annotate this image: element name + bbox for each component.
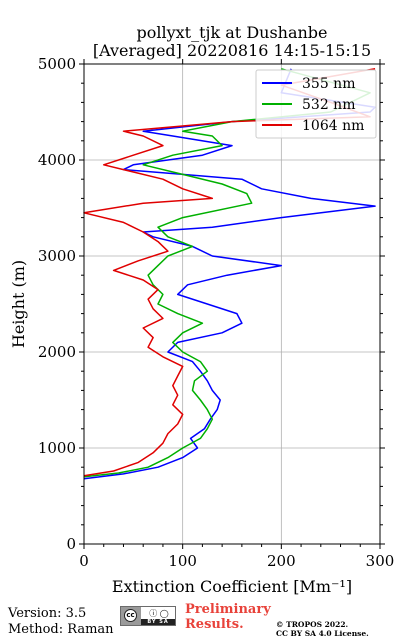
chart: pollyxt_tjk at Dushanbe [Averaged] 20220… <box>9 23 395 596</box>
legend-label-1064: 1064 nm <box>302 118 364 134</box>
y-tick-label: 1000 <box>38 439 76 457</box>
copyright-notice: © TROPOS 2022. CC BY SA 4.0 License. <box>276 620 396 638</box>
legend-box <box>255 69 377 139</box>
y-tick-label: 4000 <box>38 151 76 169</box>
legend-label-355: 355 nm <box>302 76 355 92</box>
y-tick-label: 5000 <box>38 55 76 73</box>
x-tick-label: 300 <box>366 552 395 570</box>
preliminary-results-label: Preliminary Results. <box>185 602 271 632</box>
x-tick-label: 0 <box>79 552 89 570</box>
y-tick-label: 3000 <box>38 247 76 265</box>
chart-title: pollyxt_tjk at Dushanbe <box>136 23 327 42</box>
y-axis-label: Height (m) <box>9 260 28 348</box>
y-tick-label: 0 <box>66 535 76 553</box>
x-tick-label: 100 <box>168 552 197 570</box>
series-line-355-nm <box>83 68 376 480</box>
series-group <box>83 68 376 480</box>
y-tick-label: 2000 <box>38 343 76 361</box>
copyright-line-2: CC BY SA 4.0 License. <box>276 629 369 638</box>
method-text: Method: Raman <box>8 622 114 637</box>
by-sa-icons: ⓘ ◯ <box>149 609 169 618</box>
copyright-line-1: © TROPOS 2022. <box>276 620 349 629</box>
chart-subtitle: [Averaged] 20220816 14:15-15:15 <box>93 41 371 60</box>
cc-badge-label: BY SA <box>141 619 175 625</box>
x-tick-label: 200 <box>267 552 296 570</box>
version-text: Version: 3.5 <box>8 606 87 621</box>
cc-license-badge: cc ⓘ ◯ BY SA <box>120 606 176 626</box>
legend: 355 nm 532 nm 1064 nm <box>255 69 377 139</box>
cc-icon: cc <box>124 609 137 622</box>
x-axis-label: Extinction Coefficient [Mm⁻¹] <box>112 577 352 596</box>
series-line-1064-nm <box>83 68 376 477</box>
legend-label-532: 532 nm <box>302 97 355 113</box>
plot-frame <box>83 63 381 545</box>
